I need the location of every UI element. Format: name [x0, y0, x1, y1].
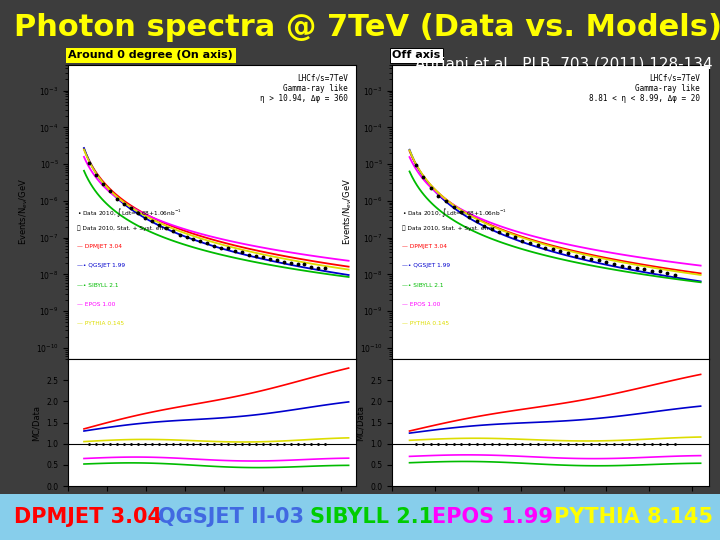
Text: —• QGSJET 1.99: —• QGSJET 1.99: [77, 264, 125, 268]
Text: —• QGSJET 1.99: —• QGSJET 1.99: [402, 264, 450, 268]
Text: ⬜ Data 2010, Stat. + Syst. error: ⬜ Data 2010, Stat. + Syst. error: [402, 225, 495, 231]
Text: — DPMJET 3.04: — DPMJET 3.04: [402, 244, 447, 249]
Text: —• SIBYLL 2.1: —• SIBYLL 2.1: [402, 282, 444, 288]
Text: — PYTHIA 0.145: — PYTHIA 0.145: [402, 321, 449, 326]
Text: Adriani et al., PLB, 703 (2011) 128-134: Adriani et al., PLB, 703 (2011) 128-134: [415, 57, 713, 72]
Text: LHCf√s=7TeV
Gamma-ray like
8.81 < η < 8.99, Δφ = 20: LHCf√s=7TeV Gamma-ray like 8.81 < η < 8.…: [589, 73, 700, 104]
Text: • Data 2010, $\int$Ldt=0.68+1.06nb$^{-1}$: • Data 2010, $\int$Ldt=0.68+1.06nb$^{-1}…: [77, 206, 181, 219]
Y-axis label: MC/Data: MC/Data: [356, 404, 365, 441]
Y-axis label: MC/Data: MC/Data: [32, 404, 41, 441]
Text: ⬜ Data 2010, Stat. + Syst. error: ⬜ Data 2010, Stat. + Syst. error: [77, 225, 170, 231]
Text: Off axis: Off axis: [392, 50, 441, 60]
Text: — EPOS 1.00: — EPOS 1.00: [77, 302, 115, 307]
Y-axis label: Events/N$_{ev}$/GeV: Events/N$_{ev}$/GeV: [342, 178, 354, 246]
Text: PYTHIA 8.145: PYTHIA 8.145: [554, 507, 714, 527]
Text: — EPOS 1.00: — EPOS 1.00: [402, 302, 440, 307]
Text: Photon spectra @ 7TeV (Data vs. Models): Photon spectra @ 7TeV (Data vs. Models): [14, 14, 720, 43]
Text: —• SIBYLL 2.1: —• SIBYLL 2.1: [77, 282, 119, 288]
Text: Around 0 degree (On axis): Around 0 degree (On axis): [68, 50, 233, 60]
Text: LHCf√s=7TeV
Gamma-ray like
η > 10.94, Δφ = 360: LHCf√s=7TeV Gamma-ray like η > 10.94, Δφ…: [260, 73, 348, 104]
Text: — DPMJET 3.04: — DPMJET 3.04: [77, 244, 122, 249]
Text: • Data 2010, $\int$Ldt=0.68+1.06nb$^{-1}$: • Data 2010, $\int$Ldt=0.68+1.06nb$^{-1}…: [402, 206, 507, 219]
Y-axis label: Events/N$_{ev}$/GeV: Events/N$_{ev}$/GeV: [18, 178, 30, 246]
X-axis label: Energy[GeV]: Energy[GeV]: [524, 510, 577, 519]
Text: DPMJET 3.04: DPMJET 3.04: [14, 507, 163, 527]
Bar: [0, 494, 720, 540]
Text: EPOS 1.99: EPOS 1.99: [432, 507, 553, 527]
X-axis label: Energy[GeV]: Energy[GeV]: [186, 510, 239, 519]
Text: QGSJET II-03: QGSJET II-03: [158, 507, 305, 527]
Text: — PYTHIA 0.145: — PYTHIA 0.145: [77, 321, 124, 326]
Text: SIBYLL 2.1: SIBYLL 2.1: [310, 507, 433, 527]
